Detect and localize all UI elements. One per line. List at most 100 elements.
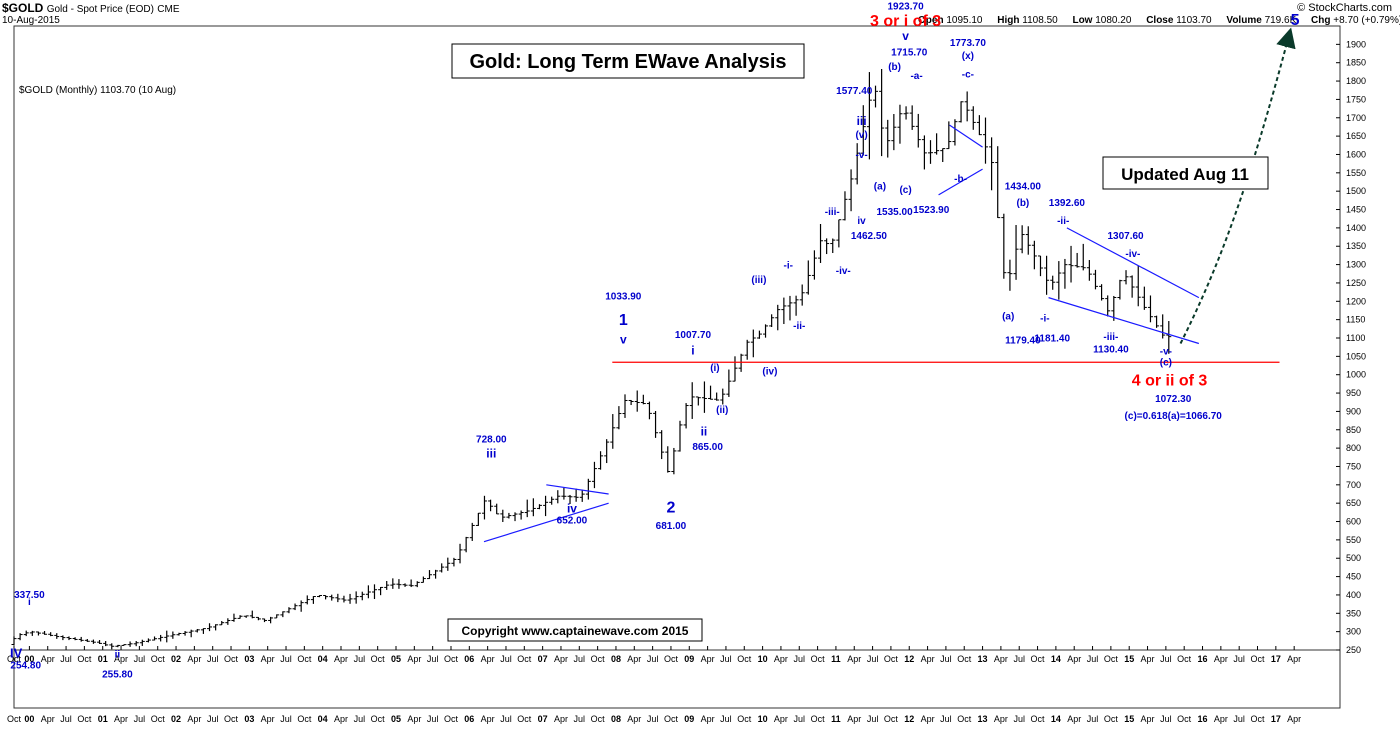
wave-annotation: 1072.30 bbox=[1155, 394, 1192, 405]
y-tick-label: 750 bbox=[1346, 461, 1361, 471]
y-tick-label: 300 bbox=[1346, 627, 1361, 637]
x-tick-label-bottom: Apr bbox=[1141, 714, 1155, 724]
x-tick-label-bottom: Oct bbox=[591, 714, 606, 724]
x-tick-label: Apr bbox=[554, 654, 568, 664]
x-tick-label-bottom: 00 bbox=[24, 714, 34, 724]
x-tick-label: Jul bbox=[1087, 654, 1099, 664]
wave-annotation: 728.00 bbox=[476, 435, 507, 446]
x-tick-label-bottom: Jul bbox=[794, 714, 806, 724]
wave-annotation: 1923.70 bbox=[887, 1, 924, 12]
lower-panel-frame bbox=[13, 649, 1341, 709]
wave-annotation: v bbox=[902, 29, 909, 43]
updated-badge: Updated Aug 11 bbox=[1121, 165, 1249, 184]
wave-annotation: (b) bbox=[888, 62, 901, 73]
x-tick-label-bottom: 03 bbox=[244, 714, 254, 724]
wave-annotation: 1007.70 bbox=[675, 330, 712, 341]
x-tick-label: Oct bbox=[444, 654, 459, 664]
x-tick-label-bottom: Apr bbox=[994, 714, 1008, 724]
x-tick-label: Oct bbox=[884, 654, 899, 664]
x-tick-label-bottom: Jul bbox=[1233, 714, 1245, 724]
x-tick-label: Jul bbox=[867, 654, 879, 664]
x-tick-label-bottom: Oct bbox=[1251, 714, 1266, 724]
copyright-text: Copyright www.captainewave.com 2015 bbox=[462, 624, 689, 638]
wave-annotation: 1 bbox=[619, 312, 628, 329]
x-tick-label-bottom: Oct bbox=[957, 714, 972, 724]
x-tick-label: 01 bbox=[98, 654, 108, 664]
wave-annotation: 1773.70 bbox=[950, 38, 987, 49]
x-tick-label: Jul bbox=[427, 654, 439, 664]
x-tick-label: Apr bbox=[261, 654, 275, 664]
x-tick-label-bottom: Jul bbox=[354, 714, 366, 724]
x-tick-label: 12 bbox=[904, 654, 914, 664]
x-tick-label-bottom: Apr bbox=[334, 714, 348, 724]
x-tick-label-bottom: Jul bbox=[867, 714, 879, 724]
wave-annotation: -iv- bbox=[836, 266, 851, 277]
x-tick-label-bottom: Jul bbox=[1087, 714, 1099, 724]
x-tick-label: Apr bbox=[187, 654, 201, 664]
wave-annotation: (iv) bbox=[762, 367, 777, 378]
x-tick-label-bottom: Apr bbox=[701, 714, 715, 724]
y-tick-label: 1400 bbox=[1346, 223, 1366, 233]
wave-annotation: 1181.40 bbox=[1034, 334, 1070, 345]
triangle-2007-lower bbox=[483, 502, 609, 543]
wave-annotation: (i) bbox=[710, 363, 719, 374]
x-tick-label: Jul bbox=[1013, 654, 1025, 664]
x-tick-label-bottom: Apr bbox=[1287, 714, 1301, 724]
y-tick-label: 600 bbox=[1346, 517, 1361, 527]
x-tick-label-bottom: Oct bbox=[517, 714, 532, 724]
wave-annotation: 3 or i of 3 bbox=[870, 13, 941, 30]
y-tick-label: 1900 bbox=[1346, 39, 1366, 49]
x-tick-label-bottom: Oct bbox=[1177, 714, 1192, 724]
x-tick-label: 17 bbox=[1271, 654, 1281, 664]
ohlc-quote: Open 1095.10 High 1108.50 Low 1080.20 Cl… bbox=[918, 15, 1400, 26]
x-tick-label: Oct bbox=[77, 654, 92, 664]
y-tick-label: 350 bbox=[1346, 608, 1361, 618]
y-tick-label: 400 bbox=[1346, 590, 1361, 600]
x-tick-label-bottom: Oct bbox=[151, 714, 166, 724]
x-tick-label-bottom: Jul bbox=[60, 714, 72, 724]
x-tick-label: Apr bbox=[921, 654, 935, 664]
x-tick-label-bottom: 17 bbox=[1271, 714, 1281, 724]
x-tick-label: Oct bbox=[1031, 654, 1046, 664]
x-tick-label: 00 bbox=[24, 654, 34, 664]
x-tick-label-bottom: 14 bbox=[1051, 714, 1061, 724]
x-tick-label: Jul bbox=[1233, 654, 1245, 664]
wave-annotation: iv bbox=[567, 501, 577, 515]
x-tick-label: 10 bbox=[758, 654, 768, 664]
y-tick-label: 1300 bbox=[1346, 260, 1366, 270]
x-tick-label-bottom: Apr bbox=[407, 714, 421, 724]
x-tick-label-bottom: 08 bbox=[611, 714, 621, 724]
wave-annotation: -v- bbox=[855, 150, 867, 161]
y-tick-label: 1250 bbox=[1346, 278, 1366, 288]
y-tick-label: 1350 bbox=[1346, 241, 1366, 251]
wave-annotation: 1434.00 bbox=[1005, 181, 1042, 192]
x-tick-label: Jul bbox=[134, 654, 146, 664]
wave-annotation: -a- bbox=[910, 71, 922, 82]
x-tick-label: 02 bbox=[171, 654, 181, 664]
x-tick-label-bottom: 16 bbox=[1198, 714, 1208, 724]
x-tick-label: 04 bbox=[318, 654, 328, 664]
x-tick-label-bottom: Apr bbox=[921, 714, 935, 724]
wave-annotation: -i- bbox=[1040, 313, 1049, 324]
wave-annotation: -iii- bbox=[825, 207, 840, 218]
triangle-2012-lower bbox=[938, 168, 983, 196]
x-tick-label-bottom: Oct bbox=[77, 714, 92, 724]
x-tick-label: Oct bbox=[591, 654, 606, 664]
wave-annotation: 255.80 bbox=[102, 670, 133, 681]
wave-annotation: 865.00 bbox=[692, 442, 723, 453]
updated-box bbox=[1102, 156, 1269, 190]
x-tick-label-bottom: Apr bbox=[261, 714, 275, 724]
x-tick-label-bottom: Apr bbox=[41, 714, 55, 724]
wave-annotation: 1715.70 bbox=[891, 47, 928, 58]
wave-5-label: 5 bbox=[1291, 12, 1300, 29]
wave-annotation: 2 bbox=[666, 499, 675, 516]
x-tick-label-bottom: 12 bbox=[904, 714, 914, 724]
wave-annotation: -b- bbox=[954, 174, 967, 185]
x-tick-label-bottom: 05 bbox=[391, 714, 401, 724]
wave-annotation: 1523.90 bbox=[913, 205, 950, 216]
x-tick-label: Jul bbox=[500, 654, 512, 664]
title-box bbox=[451, 43, 805, 79]
forecast-arrow bbox=[1179, 27, 1296, 344]
x-tick-label: 05 bbox=[391, 654, 401, 664]
y-tick-label: 1500 bbox=[1346, 186, 1366, 196]
